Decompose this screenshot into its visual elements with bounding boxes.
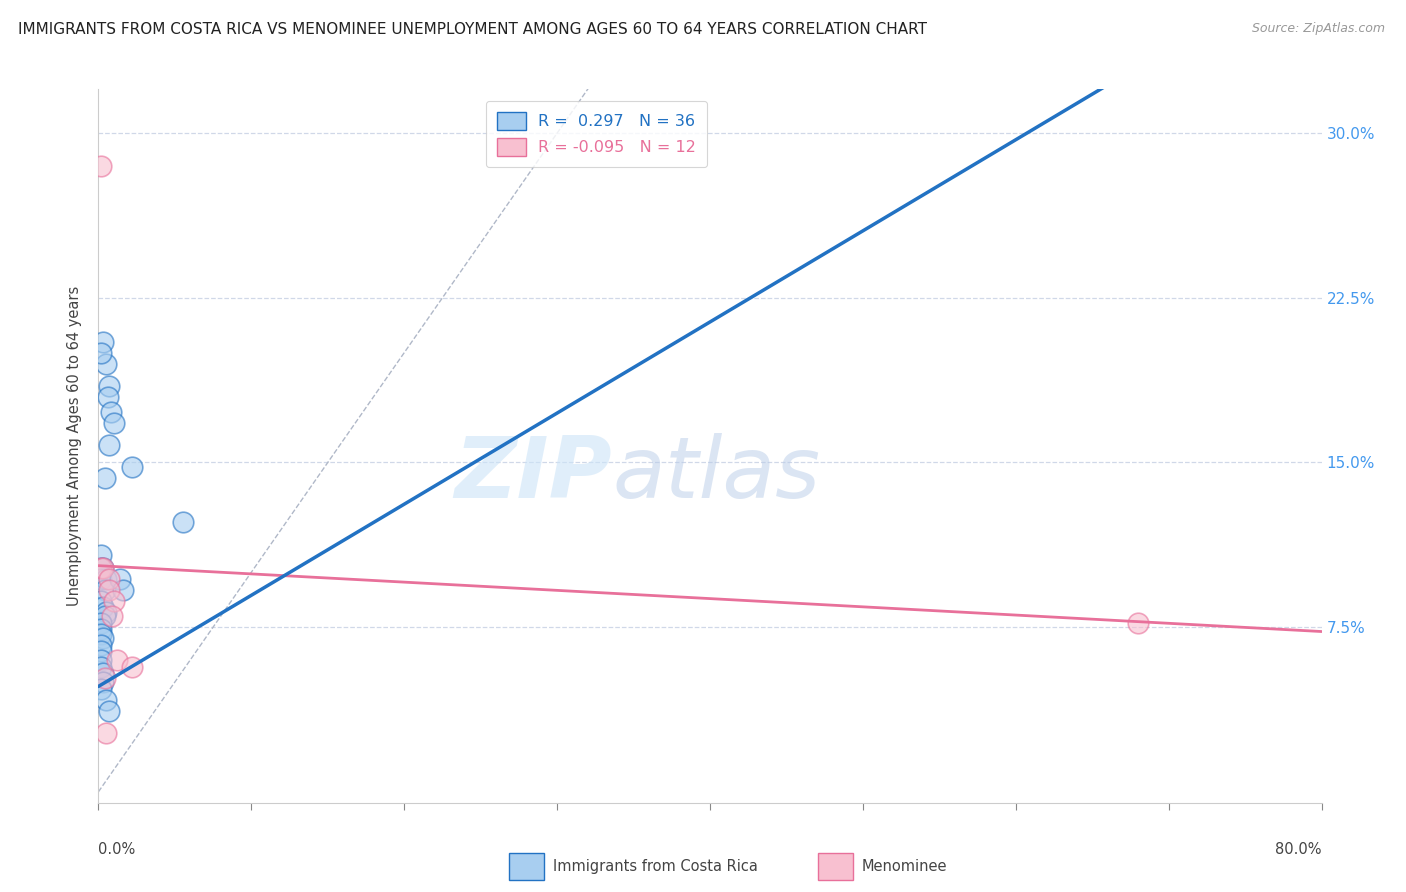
Text: Immigrants from Costa Rica: Immigrants from Costa Rica: [553, 859, 758, 873]
Text: 0.0%: 0.0%: [98, 842, 135, 857]
Point: [98, 572, 121, 586]
Point: [103, 416, 125, 430]
Point: [108, 572, 131, 586]
Point: [90, 623, 112, 637]
Point: [100, 405, 122, 419]
Point: [94, 725, 117, 739]
Point: [172, 515, 194, 529]
Point: [111, 582, 134, 597]
Point: [90, 626, 112, 640]
Text: atlas: atlas: [612, 433, 820, 516]
Point: [91, 334, 114, 349]
Point: [98, 438, 121, 452]
Legend: R =  0.297   N = 36, R = -0.095   N = 12: R = 0.297 N = 36, R = -0.095 N = 12: [485, 101, 707, 167]
Point: [90, 159, 112, 173]
Point: [105, 653, 128, 667]
Point: [90, 561, 112, 575]
Point: [91, 600, 114, 615]
Point: [90, 548, 112, 562]
Point: [90, 561, 112, 575]
Point: [91, 561, 114, 575]
Text: Source: ZipAtlas.com: Source: ZipAtlas.com: [1251, 22, 1385, 36]
Y-axis label: Unemployment Among Ages 60 to 64 years: Unemployment Among Ages 60 to 64 years: [67, 285, 83, 607]
Point: [90, 594, 112, 608]
Point: [90, 681, 112, 696]
Point: [1128, 615, 1150, 630]
Point: [90, 615, 112, 630]
Point: [91, 561, 114, 575]
Point: [91, 631, 114, 645]
Point: [94, 572, 117, 586]
Point: [101, 609, 124, 624]
Point: [90, 653, 112, 667]
Point: [91, 675, 114, 690]
Point: [93, 582, 115, 597]
Point: [94, 692, 117, 706]
Point: [90, 638, 112, 652]
Text: 80.0%: 80.0%: [1275, 842, 1322, 857]
Point: [98, 582, 121, 597]
Point: [98, 704, 121, 718]
Point: [90, 659, 112, 673]
Text: ZIP: ZIP: [454, 433, 612, 516]
Point: [121, 659, 143, 673]
Point: [94, 605, 117, 619]
Point: [94, 357, 117, 371]
Point: [90, 644, 112, 658]
Point: [121, 459, 143, 474]
Point: [93, 609, 115, 624]
Point: [91, 666, 114, 681]
Point: [97, 390, 120, 404]
Text: IMMIGRANTS FROM COSTA RICA VS MENOMINEE UNEMPLOYMENT AMONG AGES 60 TO 64 YEARS C: IMMIGRANTS FROM COSTA RICA VS MENOMINEE …: [18, 22, 928, 37]
Point: [90, 572, 112, 586]
Text: Menominee: Menominee: [862, 859, 948, 873]
Point: [103, 594, 125, 608]
Point: [93, 471, 115, 485]
Point: [93, 671, 115, 685]
Point: [98, 378, 121, 392]
Point: [90, 345, 112, 359]
